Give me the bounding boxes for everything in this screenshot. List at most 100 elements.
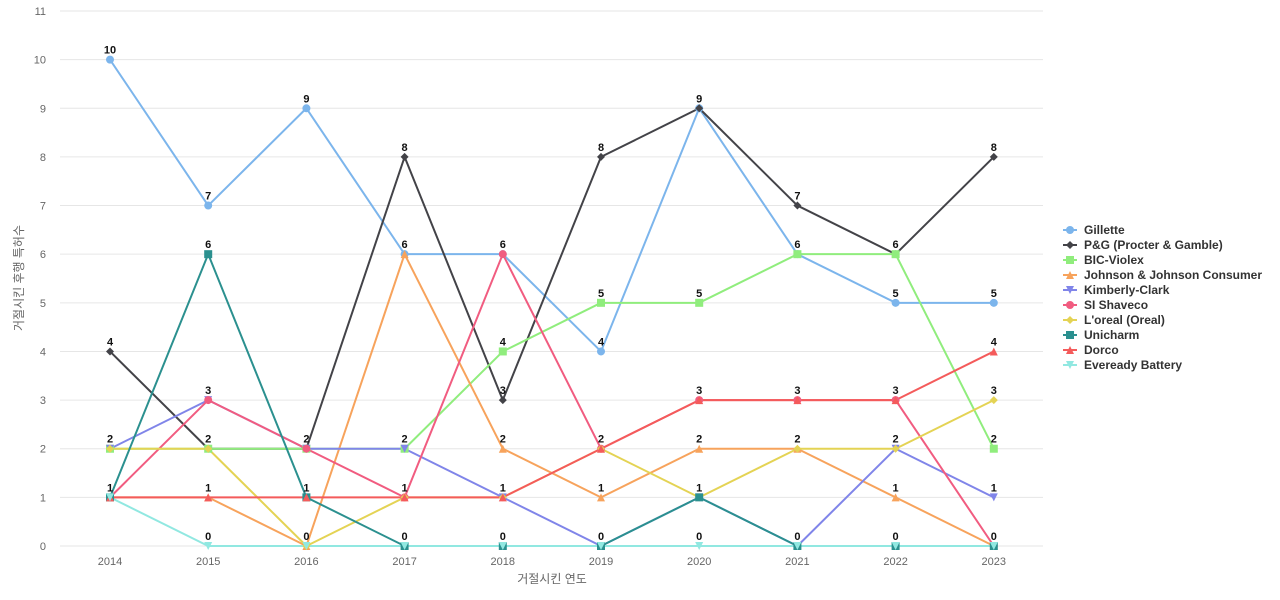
data-point-johnson-johnson-consumer bbox=[695, 444, 704, 453]
legend-label: L'oreal (Oreal) bbox=[1084, 313, 1165, 327]
series-line-gillette bbox=[109, 59, 994, 353]
data-point-bic-violex bbox=[989, 444, 998, 453]
legend-marker-icon bbox=[1066, 346, 1074, 354]
legend-item-dorco[interactable]: Dorco bbox=[1063, 343, 1119, 357]
data-label-p-g-procter-gamble: 7 bbox=[794, 191, 800, 203]
data-point-l-oreal-oreal bbox=[793, 444, 802, 453]
x-tick-label: 2015 bbox=[196, 556, 220, 568]
data-point-johnson-johnson-consumer bbox=[597, 493, 605, 502]
data-point-gillette bbox=[597, 347, 605, 356]
series-line-dorco bbox=[110, 350, 995, 499]
y-tick-label: 5 bbox=[40, 298, 46, 310]
data-label-kimberly-clark: 2 bbox=[107, 434, 113, 446]
legend-marker-icon bbox=[1066, 316, 1074, 324]
data-label-eveready-battery: 0 bbox=[205, 531, 211, 543]
y-tick-label: 6 bbox=[40, 249, 46, 261]
data-point-eveready-battery bbox=[106, 493, 114, 502]
data-label-p-g-procter-gamble: 8 bbox=[402, 142, 408, 154]
x-tick-label: 2021 bbox=[785, 556, 809, 568]
data-point-l-oreal-oreal bbox=[106, 444, 114, 453]
legend-marker-icon bbox=[1066, 301, 1074, 309]
data-point-dorco bbox=[204, 493, 213, 502]
data-point-johnson-johnson-consumer bbox=[891, 493, 900, 502]
data-point-unicharm bbox=[204, 250, 213, 259]
legend-label: SI Shaveco bbox=[1084, 298, 1148, 312]
data-label-eveready-battery: 0 bbox=[696, 531, 702, 543]
legend-item-p-g-procter-gamble[interactable]: P&G (Procter & Gamble) bbox=[1063, 238, 1223, 252]
data-label-kimberly-clark: 2 bbox=[893, 434, 899, 446]
data-point-dorco bbox=[302, 493, 311, 502]
legend-item-eveready-battery[interactable]: Eveready Battery bbox=[1063, 358, 1182, 372]
legend-label: Kimberly-Clark bbox=[1084, 283, 1170, 297]
legend-label: BIC-Violex bbox=[1084, 253, 1144, 267]
data-point-dorco bbox=[891, 396, 900, 405]
x-tick-label: 2014 bbox=[98, 556, 122, 568]
series-lines bbox=[109, 59, 995, 547]
x-tick-label: 2016 bbox=[294, 556, 318, 568]
legend-marker-icon bbox=[1066, 226, 1074, 234]
data-label-si-shaveco: 3 bbox=[696, 385, 702, 397]
y-tick-label: 1 bbox=[40, 492, 46, 504]
x-axis-ticks: 2014 2015 2016 2017 2018 2019 2020 2021 2022 2023 bbox=[98, 556, 1006, 568]
legend-item-bic-violex[interactable]: BIC-Violex bbox=[1063, 253, 1144, 267]
data-point-l-oreal-oreal bbox=[891, 444, 900, 453]
data-point-p-g-procter-gamble bbox=[106, 347, 114, 356]
data-label-p-g-procter-gamble: 8 bbox=[991, 142, 997, 154]
data-label-dorco: 4 bbox=[991, 336, 998, 348]
x-axis-title: 거절시킨 연도 bbox=[517, 572, 587, 586]
legend-item-unicharm[interactable]: Unicharm bbox=[1063, 328, 1139, 342]
legend-item-kimberly-clark[interactable]: Kimberly-Clark bbox=[1063, 283, 1170, 297]
data-label-gillette: 7 bbox=[205, 191, 211, 203]
data-point-eveready-battery bbox=[400, 542, 409, 550]
legend-marker-icon bbox=[1066, 271, 1074, 279]
data-point-gillette bbox=[302, 104, 311, 113]
data-point-p-g-procter-gamble bbox=[597, 152, 605, 161]
data-label-p-g-procter-gamble: 8 bbox=[598, 142, 604, 154]
data-point-dorco bbox=[597, 444, 605, 453]
data-label-gillette: 4 bbox=[598, 336, 605, 348]
data-point-unicharm bbox=[695, 493, 704, 502]
data-label-gillette: 5 bbox=[893, 288, 899, 300]
data-label-kimberly-clark: 1 bbox=[500, 482, 506, 494]
data-label-l-oreal-oreal: 3 bbox=[991, 385, 997, 397]
data-label-gillette: 9 bbox=[696, 93, 702, 105]
data-point-dorco bbox=[989, 347, 998, 356]
data-point-eveready-battery bbox=[793, 542, 802, 550]
legend-item-l-oreal-oreal[interactable]: L'oreal (Oreal) bbox=[1063, 313, 1165, 327]
legend-label: Gillette bbox=[1084, 223, 1125, 237]
series-line-eveready-battery bbox=[109, 496, 994, 547]
data-point-eveready-battery bbox=[204, 542, 213, 550]
data-point-gillette bbox=[204, 201, 213, 210]
legend-label: Unicharm bbox=[1084, 328, 1139, 342]
legend-label: Johnson & Johnson Consumer bbox=[1084, 268, 1262, 282]
data-label-kimberly-clark: 1 bbox=[991, 482, 997, 494]
series-markers bbox=[106, 55, 998, 550]
legend-item-johnson-johnson-consumer[interactable]: Johnson & Johnson Consumer bbox=[1063, 268, 1262, 282]
data-point-si-shaveco bbox=[204, 396, 213, 405]
data-point-gillette bbox=[891, 298, 900, 307]
data-point-eveready-battery bbox=[302, 542, 311, 550]
data-label-unicharm: 6 bbox=[205, 239, 211, 251]
legend-label: P&G (Procter & Gamble) bbox=[1084, 238, 1223, 252]
y-tick-label: 8 bbox=[40, 152, 46, 164]
legend-marker-icon bbox=[1066, 286, 1074, 294]
data-label-unicharm: 1 bbox=[303, 482, 309, 494]
data-point-p-g-procter-gamble bbox=[793, 201, 802, 210]
data-point-bic-violex bbox=[793, 250, 802, 259]
y-tick-label: 11 bbox=[35, 6, 46, 18]
data-label-bic-violex: 4 bbox=[500, 336, 507, 348]
legend-item-gillette[interactable]: Gillette bbox=[1063, 223, 1125, 237]
series-line-p-g-procter-gamble bbox=[109, 107, 995, 450]
data-point-p-g-procter-gamble bbox=[989, 152, 998, 161]
data-label-gillette: 6 bbox=[794, 239, 800, 251]
data-label-gillette: 6 bbox=[402, 239, 408, 251]
data-label-gillette: 9 bbox=[303, 93, 309, 105]
x-tick-label: 2022 bbox=[883, 556, 907, 568]
legend-item-si-shaveco[interactable]: SI Shaveco bbox=[1063, 298, 1148, 312]
data-label-p-g-procter-gamble: 6 bbox=[893, 239, 899, 251]
series-line-bic-violex bbox=[110, 253, 995, 450]
data-point-kimberly-clark bbox=[400, 444, 409, 453]
data-label-gillette: 6 bbox=[500, 239, 506, 251]
